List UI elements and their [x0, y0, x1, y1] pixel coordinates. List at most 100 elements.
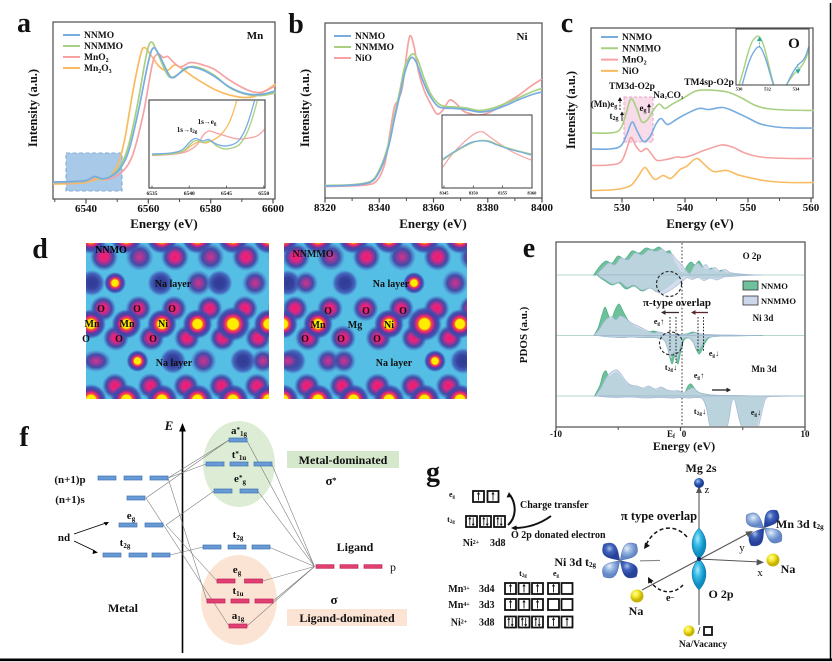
svg-text:8400: 8400 — [531, 202, 554, 214]
svg-text:NNMO: NNMO — [761, 281, 788, 291]
svg-text:TM4sp-O2p: TM4sp-O2p — [684, 78, 734, 88]
svg-text:eg: eg — [233, 564, 242, 577]
svg-text:eg↑: eg↑ — [694, 371, 704, 381]
svg-text:Mn: Mn — [120, 319, 135, 330]
svg-text:8380: 8380 — [477, 202, 500, 214]
svg-text:550: 550 — [740, 202, 757, 214]
svg-text:Ni2+: Ni2+ — [451, 618, 468, 629]
svg-text:eg: eg — [449, 490, 456, 500]
svg-text:8350: 8350 — [469, 191, 479, 196]
svg-text:Ni: Ni — [384, 320, 394, 331]
svg-text:0: 0 — [682, 429, 687, 439]
svg-text:530: 530 — [614, 202, 631, 214]
svg-text:-10: -10 — [550, 429, 562, 439]
svg-text:O: O — [362, 306, 370, 317]
svg-text:y: y — [739, 542, 745, 554]
svg-text:NNMMO: NNMMO — [292, 249, 333, 260]
svg-text:8360: 8360 — [423, 202, 446, 214]
svg-text:eg: eg — [127, 510, 136, 523]
svg-text:Intensity (a.u.): Intensity (a.u.) — [298, 69, 312, 147]
svg-text:t2g: t2g — [233, 529, 244, 542]
svg-text:Mn3+: Mn3+ — [448, 584, 470, 595]
svg-text:π type overlap: π type overlap — [621, 509, 697, 523]
svg-text:3d8: 3d8 — [479, 618, 495, 629]
svg-text:e–: e– — [666, 593, 674, 604]
svg-text:Ligand: Ligand — [337, 540, 374, 554]
svg-text:Mg 2s: Mg 2s — [686, 461, 717, 475]
svg-text:O: O — [324, 306, 332, 317]
svg-text:NNMMO: NNMMO — [355, 43, 394, 53]
svg-text:MnO2: MnO2 — [84, 53, 109, 64]
svg-text:eg↓: eg↓ — [709, 349, 719, 359]
svg-text:8355: 8355 — [498, 191, 508, 196]
svg-text:O: O — [399, 306, 407, 317]
svg-text:Mn 3d t2g: Mn 3d t2g — [776, 517, 824, 531]
svg-text:Mn: Mn — [311, 320, 326, 331]
svg-text:O 2p donated electron: O 2p donated electron — [511, 530, 606, 541]
svg-text:Charge transfer: Charge transfer — [520, 500, 589, 511]
svg-text:Mn: Mn — [85, 319, 100, 330]
svg-text:NNMMO: NNMMO — [761, 296, 796, 306]
svg-text:534: 534 — [793, 87, 801, 92]
svg-text:NNMO: NNMO — [84, 31, 114, 41]
svg-text:Energy (eV): Energy (eV) — [653, 439, 715, 453]
svg-text:Mn 3d: Mn 3d — [751, 364, 776, 374]
svg-text:g: g — [426, 457, 440, 488]
svg-text:σ*: σ* — [325, 473, 336, 488]
svg-text:eg↓: eg↓ — [751, 408, 761, 418]
svg-text:O: O — [301, 334, 309, 345]
svg-text:Na layer: Na layer — [156, 358, 193, 369]
svg-text:Na/Vacancy: Na/Vacancy — [679, 640, 727, 650]
svg-text:Ni 3d: Ni 3d — [753, 313, 774, 323]
svg-text:/: / — [697, 626, 701, 637]
svg-text:t2g: t2g — [519, 569, 527, 579]
svg-text:(Mn)eg: (Mn)eg — [591, 99, 618, 110]
svg-text:10: 10 — [801, 429, 811, 439]
svg-text:Metal: Metal — [108, 601, 139, 615]
svg-text:O: O — [149, 334, 157, 345]
svg-text:Ligand-dominated: Ligand-dominated — [299, 611, 395, 625]
svg-text:3d8: 3d8 — [490, 538, 506, 549]
svg-text:Na: Na — [781, 562, 796, 576]
svg-text:6600: 6600 — [262, 203, 285, 215]
svg-text:Ef: Ef — [667, 429, 676, 440]
svg-text:c: c — [561, 8, 573, 39]
svg-text:Energy (eV): Energy (eV) — [666, 216, 734, 231]
svg-text:Intensity (a.u.): Intensity (a.u.) — [26, 69, 40, 147]
svg-text:O: O — [115, 334, 123, 345]
svg-text:eg↑: eg↑ — [654, 317, 664, 327]
svg-text:Ni 3d t2g: Ni 3d t2g — [554, 555, 596, 569]
svg-text:z: z — [705, 484, 710, 496]
svg-text:t2g↓: t2g↓ — [694, 407, 706, 417]
svg-text:O: O — [337, 334, 345, 345]
svg-text:O: O — [82, 334, 90, 345]
svg-text:O: O — [788, 36, 800, 52]
svg-text:Na layer: Na layer — [155, 279, 192, 290]
svg-text:8345: 8345 — [440, 191, 450, 196]
svg-text:Mn2O3: Mn2O3 — [84, 64, 112, 75]
svg-text:t2g: t2g — [610, 111, 619, 122]
svg-text:1s→t2g: 1s→t2g — [177, 126, 198, 135]
svg-text:t1u: t1u — [232, 585, 243, 598]
svg-text:6580: 6580 — [200, 203, 223, 215]
svg-text:NNMO: NNMO — [355, 32, 385, 42]
svg-text:nd: nd — [58, 532, 70, 544]
svg-text:6540: 6540 — [75, 203, 98, 215]
svg-text:1s→eg: 1s→eg — [198, 118, 217, 127]
svg-text:b: b — [288, 9, 304, 40]
svg-text:540: 540 — [677, 202, 694, 214]
svg-text:Metal-dominated: Metal-dominated — [299, 453, 388, 467]
svg-text:MnO2: MnO2 — [622, 56, 647, 67]
svg-text:Energy (eV): Energy (eV) — [399, 216, 467, 231]
svg-text:t2g: t2g — [447, 515, 455, 525]
svg-text:8360: 8360 — [527, 191, 537, 196]
svg-text:Energy (eV): Energy (eV) — [130, 216, 198, 231]
svg-text:x: x — [757, 567, 763, 579]
svg-text:d: d — [32, 234, 48, 265]
svg-text:(n+1)p: (n+1)p — [54, 474, 85, 486]
svg-text:p: p — [390, 560, 396, 574]
svg-text:Mn4+: Mn4+ — [448, 600, 470, 611]
svg-text:8320: 8320 — [314, 202, 337, 214]
svg-text:PDOS (a.u.): PDOS (a.u.) — [518, 306, 530, 363]
svg-text:Na layer: Na layer — [373, 279, 410, 290]
